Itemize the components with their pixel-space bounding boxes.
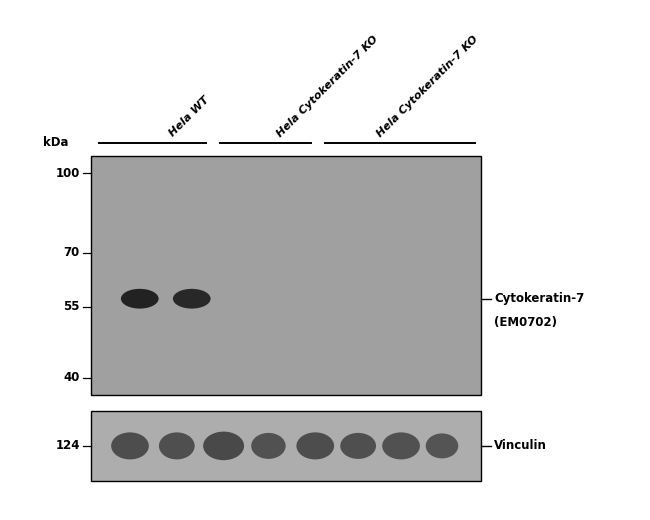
Text: Cytokeratin-7: Cytokeratin-7 xyxy=(494,292,584,305)
Text: 70: 70 xyxy=(64,246,80,259)
Text: Hela Cytokeratin-7 KO: Hela Cytokeratin-7 KO xyxy=(374,34,480,139)
Ellipse shape xyxy=(341,433,376,459)
Text: 55: 55 xyxy=(64,300,80,313)
Ellipse shape xyxy=(203,432,244,460)
Ellipse shape xyxy=(111,433,149,460)
Text: Vinculin: Vinculin xyxy=(494,439,547,452)
Ellipse shape xyxy=(159,433,195,460)
Bar xyxy=(91,411,481,481)
Ellipse shape xyxy=(121,289,159,308)
Text: (EM0702): (EM0702) xyxy=(494,316,557,329)
Ellipse shape xyxy=(173,289,211,308)
Ellipse shape xyxy=(382,433,420,460)
Text: Hela Cytokeratin-7 KO: Hela Cytokeratin-7 KO xyxy=(275,34,380,139)
Ellipse shape xyxy=(251,433,286,459)
Text: 124: 124 xyxy=(55,439,80,452)
Text: Hela WT: Hela WT xyxy=(168,95,211,139)
Ellipse shape xyxy=(426,433,458,459)
Text: 40: 40 xyxy=(64,371,80,384)
Bar xyxy=(91,156,481,395)
Ellipse shape xyxy=(296,433,334,460)
Text: 100: 100 xyxy=(56,167,80,180)
Text: kDa: kDa xyxy=(42,136,68,150)
